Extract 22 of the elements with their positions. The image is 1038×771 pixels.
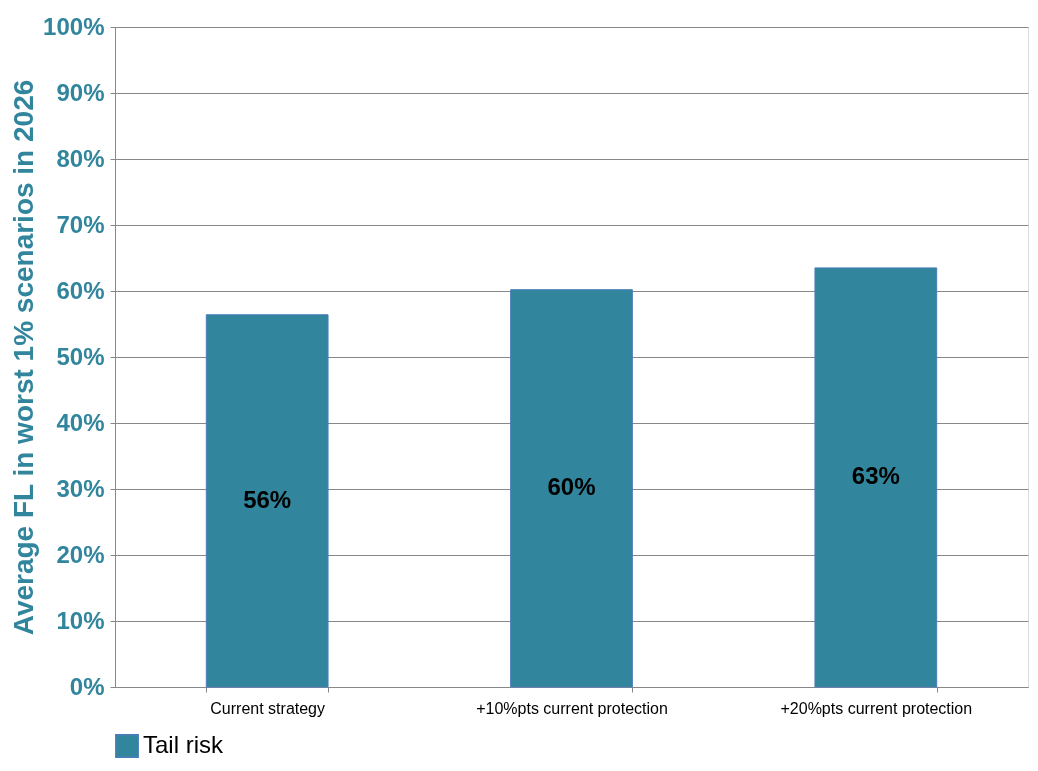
y-tick-label: 0%: [69, 672, 105, 700]
y-axis-title: Average FL in worst 1% scenarios in 2026: [8, 79, 40, 636]
y-tick-label: 20%: [56, 540, 105, 568]
y-tick-label: 50%: [56, 342, 105, 370]
data-label: 60%: [547, 473, 596, 501]
bar: [814, 267, 938, 688]
x-tick-label: +20%pts current protection: [780, 699, 973, 717]
x-tick-label: +10%pts current protection: [476, 699, 668, 717]
y-tick-label: 90%: [56, 78, 105, 106]
data-label: 63%: [851, 462, 900, 490]
y-tick-label: 60%: [56, 276, 105, 304]
y-tick-label: 10%: [56, 606, 105, 634]
y-tick-label: 70%: [56, 210, 105, 238]
legend-label: Tail risk: [143, 731, 224, 758]
bar: [205, 314, 329, 688]
x-tick-label: Current strategy: [210, 699, 326, 717]
y-tick-label: 80%: [56, 144, 105, 172]
y-tick-label: 30%: [56, 474, 105, 502]
y-tick-label: 100%: [43, 12, 105, 40]
data-label: 56%: [243, 485, 292, 513]
y-tick-label: 40%: [56, 408, 105, 436]
bar: [510, 289, 633, 688]
